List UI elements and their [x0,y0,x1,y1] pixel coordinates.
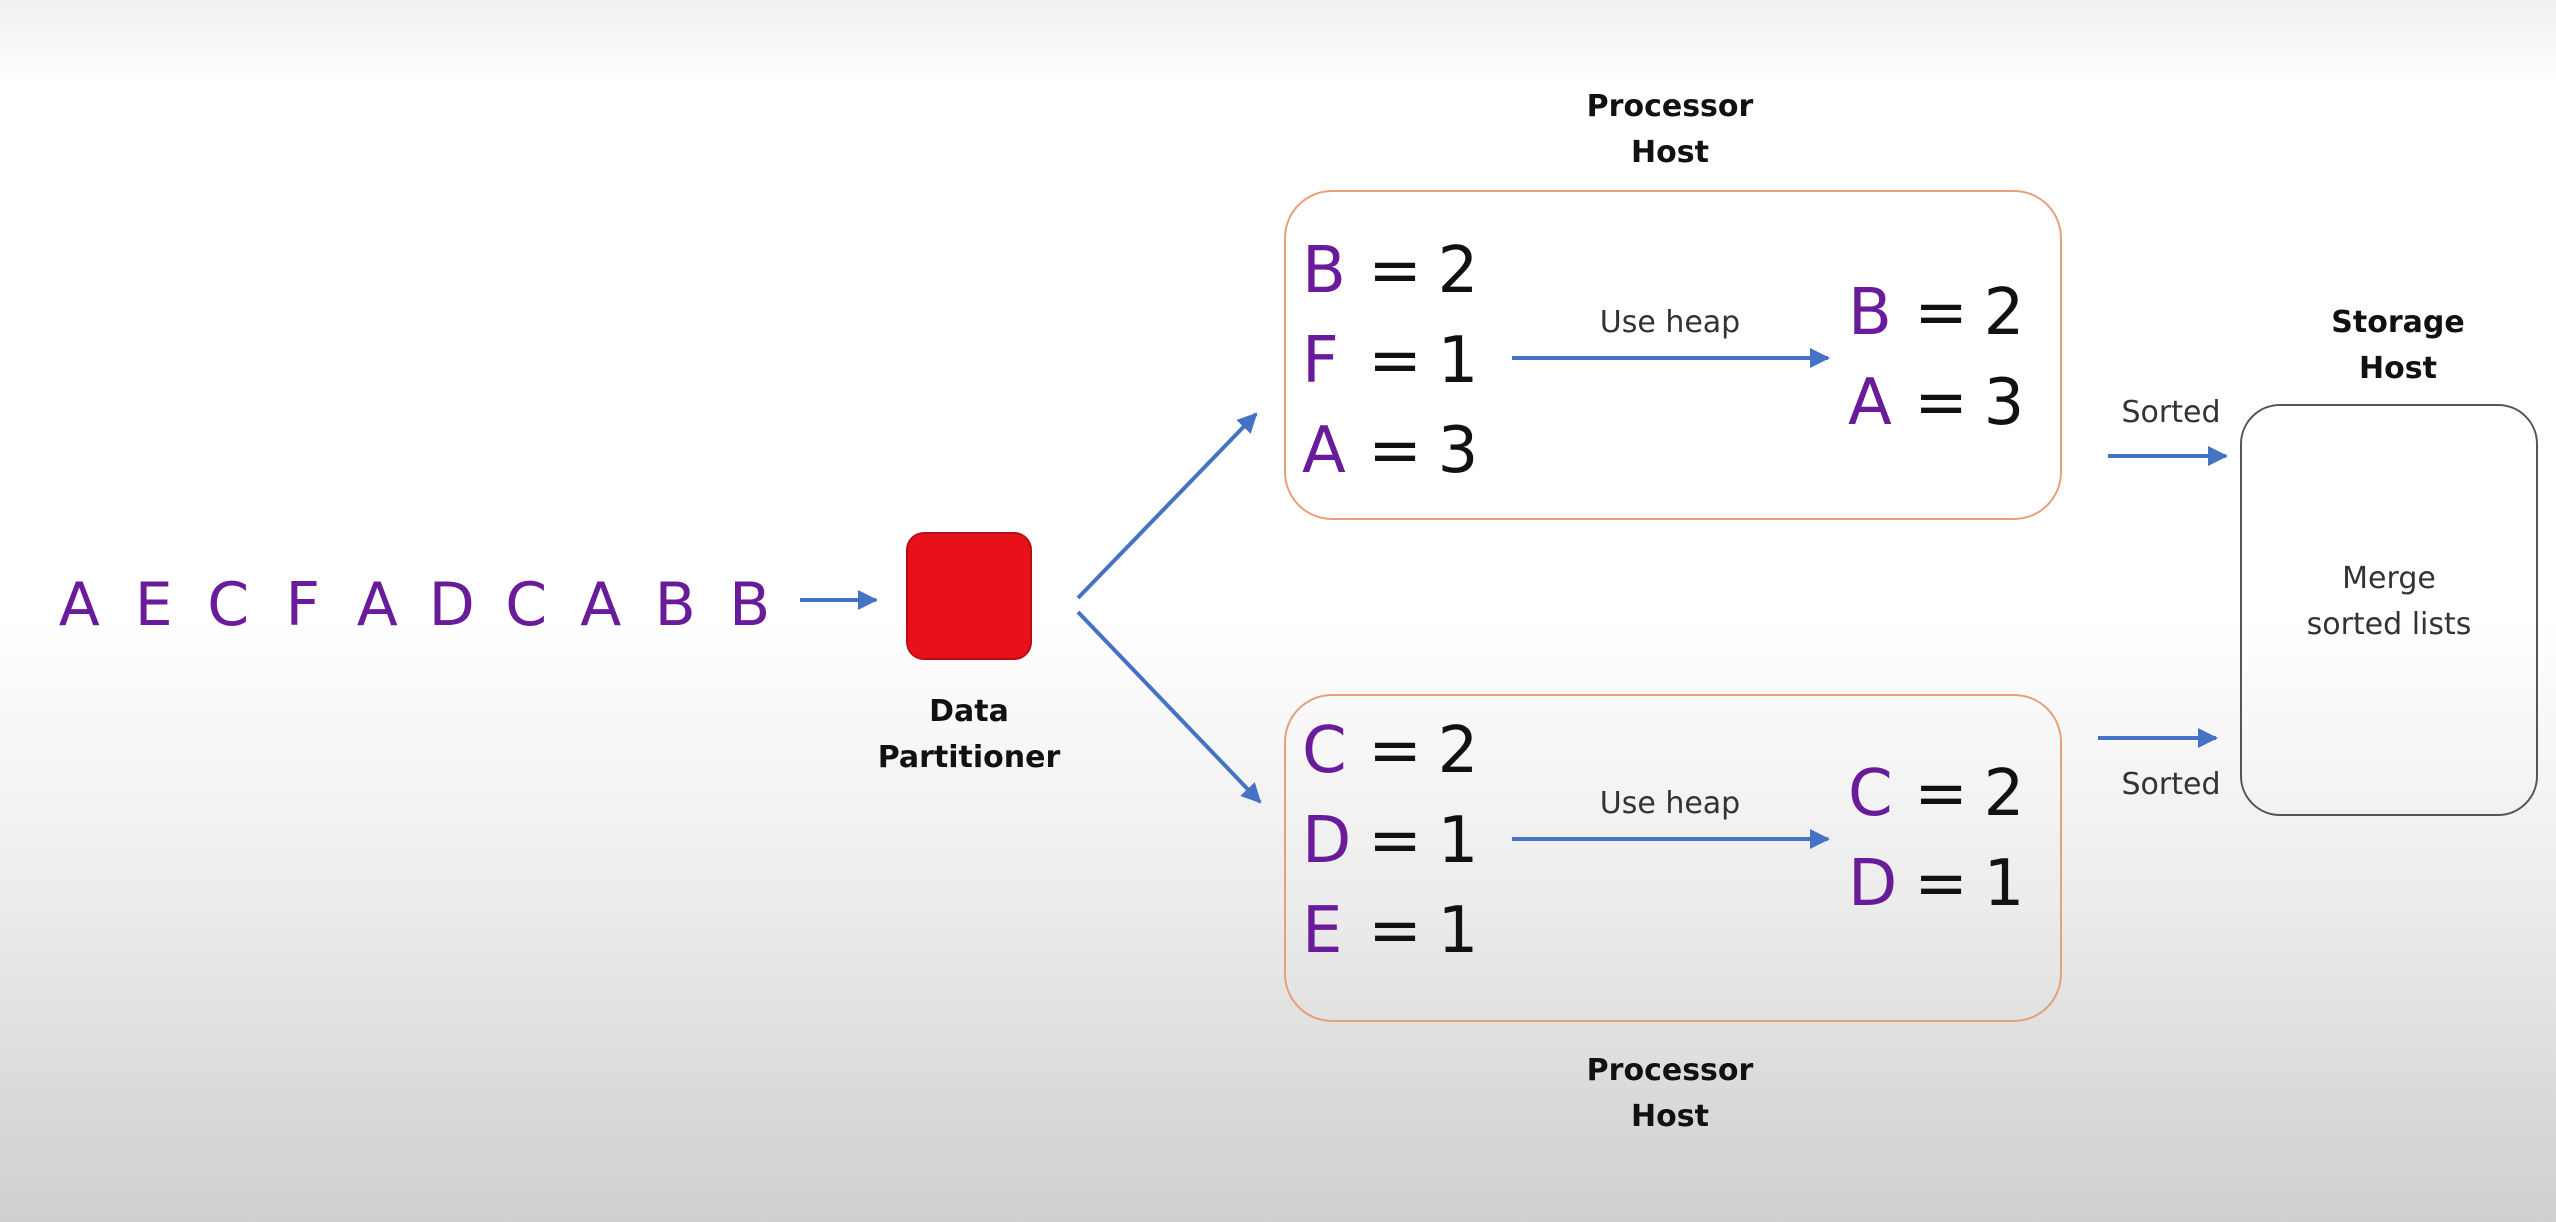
count-value: 1 [1437,894,1479,968]
equals-sign: = [1914,276,1968,350]
equals-sign: = [1368,804,1422,878]
equals-sign: = [1368,234,1422,308]
count-value: 3 [1983,366,2025,440]
key-letter: E [1302,894,1343,968]
bottom-use-heap-label: Use heap [1599,786,1741,821]
equals-sign: = [1914,366,1968,440]
key-letter: D [1302,804,1352,878]
stream-letter: A [58,570,100,640]
key-letter: C [1302,714,1347,788]
count-value: 2 [1437,234,1479,308]
key-letter: F [1302,324,1339,398]
equals-sign: = [1368,714,1422,788]
count-value: 1 [1437,804,1479,878]
label-line: Partitioner [877,740,1061,775]
bottom-processor-host-box [1284,694,2062,1022]
result-row: B = 2 [1848,268,2032,358]
input-stream: A E C F A D C A B B [42,565,787,645]
body-line: Merge [2342,561,2436,596]
result-row: C = 2 [1848,749,2032,839]
title-line: Host [1631,135,1709,170]
title-line: Host [2359,351,2437,386]
data-partitioner-node [906,532,1032,660]
equals-sign: = [1368,324,1422,398]
storage-host-box [2240,404,2538,816]
partitioner-to-top-arrow [1076,412,1258,600]
title-line: Processor [1586,89,1754,124]
count-row: A = 3 [1302,406,1486,496]
label-line: Data [929,694,1009,729]
result-row: D = 1 [1848,839,2032,929]
stream-letter: D [428,570,475,640]
top-sorted-label: Sorted [2121,395,2221,430]
stream-letter: B [729,570,771,640]
stream-letter: E [134,570,173,640]
bottom-processor-host-title: Processor Host [1570,1048,1770,1140]
merge-sorted-lists-label: Merge sorted lists [2240,556,2538,648]
stream-letter: B [654,570,696,640]
count-value: 3 [1437,414,1479,488]
bottom-result-list: C = 2 D = 1 [1848,749,2032,929]
top-use-heap-label: Use heap [1599,305,1741,340]
top-processor-host-box [1284,190,2062,520]
count-row: B = 2 [1302,226,1486,316]
count-value: 1 [1983,847,2025,921]
result-row: A = 3 [1848,358,2032,448]
key-letter: B [1848,276,1892,350]
stream-letter: F [285,570,320,640]
key-letter: A [1302,414,1346,488]
title-line: Host [1631,1099,1709,1134]
stream-letter: A [356,570,398,640]
data-partitioner-label: Data Partitioner [869,689,1069,781]
equals-sign: = [1914,847,1968,921]
key-letter: A [1848,366,1892,440]
count-row: F = 1 [1302,316,1486,406]
bottom-counts-list: C = 2 D = 1 E = 1 [1302,706,1486,976]
stream-letter: A [580,570,622,640]
count-value: 1 [1437,324,1479,398]
partitioner-to-bottom-arrow [1076,610,1262,804]
count-row: E = 1 [1302,886,1486,976]
stream-letter: C [505,570,548,640]
count-value: 2 [1983,276,2025,350]
key-letter: D [1848,847,1898,921]
equals-sign: = [1368,414,1422,488]
equals-sign: = [1368,894,1422,968]
equals-sign: = [1914,757,1968,831]
title-line: Storage [2331,305,2465,340]
top-processor-host-title: Processor Host [1570,84,1770,176]
storage-host-title: Storage Host [2298,300,2498,392]
count-row: D = 1 [1302,796,1486,886]
top-result-list: B = 2 A = 3 [1848,268,2032,448]
top-counts-list: B = 2 F = 1 A = 3 [1302,226,1486,496]
count-value: 2 [1983,757,2025,831]
count-value: 2 [1437,714,1479,788]
count-row: C = 2 [1302,706,1486,796]
bottom-sorted-label: Sorted [2121,767,2221,802]
title-line: Processor [1586,1053,1754,1088]
body-line: sorted lists [2306,607,2472,642]
key-letter: C [1848,757,1893,831]
stream-letter: C [207,570,250,640]
key-letter: B [1302,234,1346,308]
